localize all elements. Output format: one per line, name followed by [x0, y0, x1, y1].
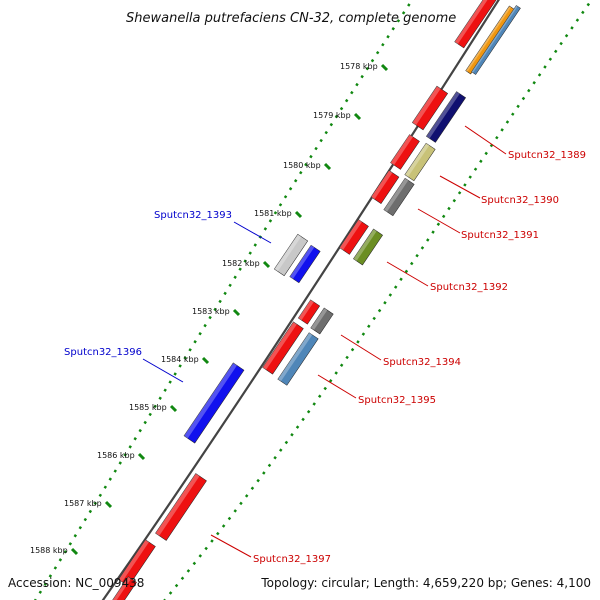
- kbp-tick-mark: [169, 404, 178, 413]
- kbp-tick-label: 1580 kbp: [283, 161, 321, 170]
- kbp-tick-mark: [262, 260, 271, 269]
- label-leader-line: [417, 208, 461, 234]
- kbp-tick-mark: [104, 500, 113, 509]
- feature-sputcn32-1396: [183, 362, 245, 444]
- gene-label-sputcn32-1391[interactable]: Sputcn32_1391: [461, 230, 539, 241]
- gene-label-sputcn32-1394[interactable]: Sputcn32_1394: [383, 357, 461, 368]
- kbp-tick-mark: [70, 547, 79, 556]
- label-leader-line: [233, 221, 272, 244]
- genome-backbone: [101, 0, 500, 600]
- feature-sputcn32-1397: [155, 473, 207, 541]
- gene-label-sputcn32-1396[interactable]: Sputcn32_1396: [64, 347, 142, 358]
- kbp-tick-mark: [294, 210, 303, 219]
- label-leader-line: [386, 261, 429, 287]
- kbp-tick-label: 1587 kbp: [64, 499, 102, 508]
- feature-sputcn32-1394: [310, 307, 334, 335]
- feature-red: [297, 299, 321, 325]
- feature-light-gray: [273, 233, 309, 277]
- feature-red: [411, 85, 449, 131]
- feature-sputcn32-1395: [277, 332, 319, 386]
- kbp-tick-label: 1581 kbp: [254, 209, 292, 218]
- feature-red: [454, 0, 498, 49]
- feature-red: [390, 134, 420, 170]
- accession-text: Accession: NC_009438: [8, 576, 144, 590]
- kbp-tick-mark: [232, 308, 241, 317]
- feature-red: [262, 321, 304, 375]
- gene-label-sputcn32-1395[interactable]: Sputcn32_1395: [358, 395, 436, 406]
- kbp-tick-label: 1584 kbp: [161, 355, 199, 364]
- feature-sputcn32-1391: [383, 177, 415, 217]
- feature-red: [118, 539, 156, 587]
- kbp-tick-label: 1583 kbp: [192, 307, 230, 316]
- label-leader-line: [439, 175, 481, 199]
- kbp-tick-label: 1578 kbp: [340, 62, 378, 71]
- label-leader-line: [210, 534, 252, 558]
- inner-dotted-track: [33, 0, 414, 600]
- label-leader-line: [464, 125, 507, 155]
- feature-sputcn32-1393: [289, 244, 321, 284]
- outer-dotted-track: [163, 0, 594, 600]
- genome-summary-text: Topology: circular; Length: 4,659,220 bp…: [260, 576, 591, 590]
- gene-label-sputcn32-1392[interactable]: Sputcn32_1392: [430, 282, 508, 293]
- gene-label-sputcn32-1397[interactable]: Sputcn32_1397: [253, 554, 331, 565]
- feature-track: [111, 0, 521, 600]
- gene-label-sputcn32-1390[interactable]: Sputcn32_1390: [481, 195, 559, 206]
- feature-sputcn32-1390: [404, 142, 436, 182]
- feature-sputcn32-1392: [353, 228, 383, 266]
- kbp-tick-label: 1585 kbp: [129, 403, 167, 412]
- map-title: Shewanella putrefaciens CN-32, complete …: [126, 11, 456, 26]
- label-leader-line: [317, 374, 357, 399]
- kbp-tick-mark: [380, 63, 389, 72]
- feature-red: [370, 170, 400, 204]
- kbp-tick-mark: [201, 356, 210, 365]
- kbp-tick-mark: [137, 452, 146, 461]
- kbp-tick-label: 1579 kbp: [313, 111, 351, 120]
- label-leader-line: [142, 358, 184, 383]
- kbp-tick-label: 1582 kbp: [222, 259, 260, 268]
- kbp-tick-label: 1586 kbp: [97, 451, 135, 460]
- feature-steel-blue: [471, 5, 521, 75]
- kbp-axis: 1578 kbp 1579 kbp 1580 kbp 1581 kbp 1582 kbp…: [30, 62, 389, 556]
- kbp-tick-mark: [353, 112, 362, 121]
- kbp-tick-mark: [323, 162, 332, 171]
- gene-labels: Sputcn32_1389 Sputcn32_1390 Sputcn32_1391 S…: [64, 125, 586, 565]
- gene-label-sputcn32-1393[interactable]: Sputcn32_1393: [154, 210, 232, 221]
- kbp-tick-label: 1588 kbp: [30, 546, 68, 555]
- label-leader-line: [340, 334, 382, 361]
- feature-red: [339, 219, 369, 255]
- feature-sputcn32-1389: [425, 91, 467, 143]
- gene-label-sputcn32-1389[interactable]: Sputcn32_1389: [508, 150, 586, 161]
